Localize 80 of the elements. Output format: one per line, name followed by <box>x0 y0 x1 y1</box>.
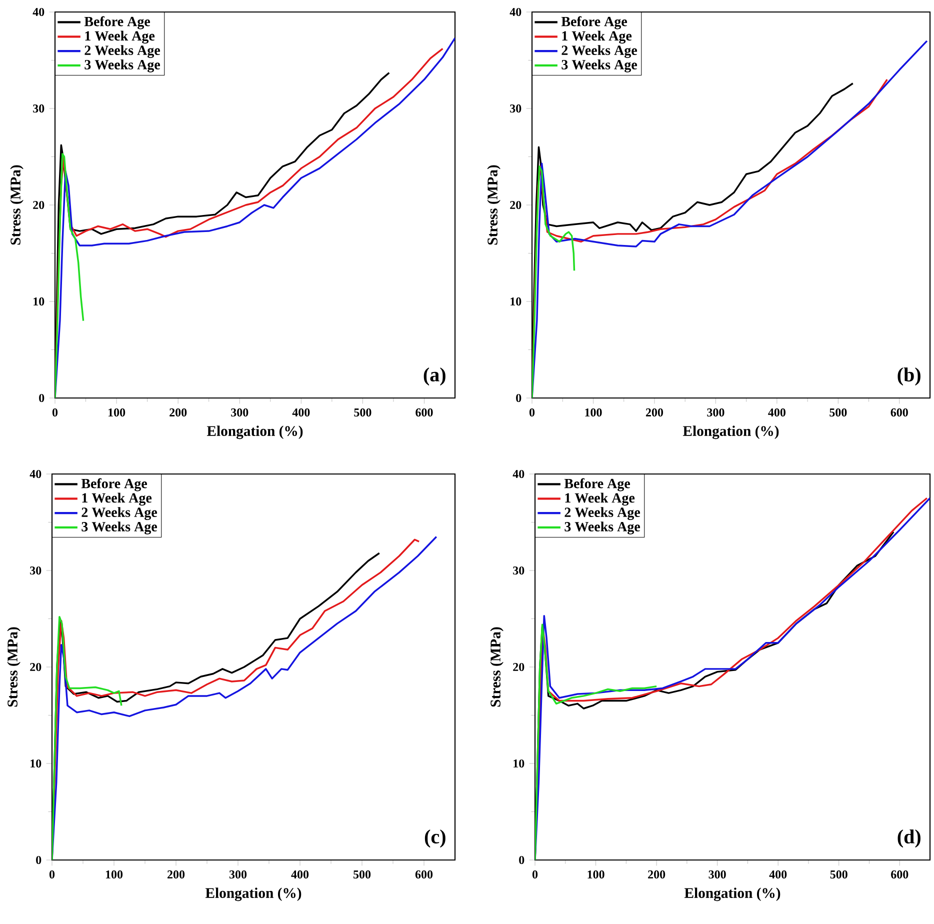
x-tick-label: 600 <box>891 870 908 879</box>
x-tick-label: 200 <box>646 408 664 416</box>
legend-label: 2 Weeks Age <box>562 45 638 58</box>
x-tick-label: 400 <box>768 408 786 416</box>
y-tick-label: 0 <box>36 856 42 864</box>
x-tick-label: 100 <box>585 408 602 416</box>
legend-label: 1 Week Age <box>82 492 152 506</box>
legend-label: 2 Weeks Age <box>84 45 160 58</box>
legend-label: 1 Week Age <box>562 30 632 44</box>
y-tick-label: 30 <box>33 104 44 113</box>
y-tick-label: 10 <box>514 759 524 768</box>
y-axis-title: Stress (MPa) <box>10 165 24 245</box>
line-series <box>55 152 84 398</box>
x-tick-label: 300 <box>229 870 247 879</box>
x-tick-label: 600 <box>415 870 433 879</box>
annotation: (c) <box>424 829 446 848</box>
y-tick-label: 20 <box>30 662 42 672</box>
x-tick-label: 300 <box>231 408 248 416</box>
x-tick-label: 100 <box>106 870 123 879</box>
x-tick-label: 600 <box>416 408 433 416</box>
legend-label: 3 Weeks Age <box>82 522 158 534</box>
annotation: (a) <box>424 367 446 386</box>
x-tick-label: 500 <box>830 408 847 416</box>
legend-label: 2 Weeks Age <box>82 507 158 520</box>
legend-label: Before Age <box>81 478 148 492</box>
y-tick-label: 40 <box>512 470 524 478</box>
legend-label: Before Age <box>84 16 150 30</box>
x-tick-label: 500 <box>830 870 848 879</box>
legend-label: 3 Weeks Age <box>84 60 160 72</box>
legend-label: 3 Weeks Age <box>564 522 640 534</box>
x-tick-label: 300 <box>708 870 726 879</box>
x-tick-label: 500 <box>354 408 372 416</box>
x-tick-label: 600 <box>890 408 908 416</box>
x-tick-label: 200 <box>648 870 666 879</box>
x-tick-label: 200 <box>168 870 185 879</box>
y-tick-label: 20 <box>510 200 522 210</box>
x-tick-label: 400 <box>292 408 310 416</box>
annotation: (b) <box>898 367 920 386</box>
legend-label: 1 Week Age <box>565 492 635 506</box>
y-tick-label: 30 <box>513 566 524 575</box>
y-axis-title: Stress (MPa) <box>7 627 20 707</box>
x-axis-title: Elongation (%) <box>684 888 780 902</box>
y-axis-title: Stress (MPa) <box>490 627 504 707</box>
x-axis-title: Elongation (%) <box>205 888 302 902</box>
line-series <box>52 616 122 860</box>
y-tick-label: 20 <box>33 200 44 210</box>
x-tick-label: 500 <box>353 870 371 879</box>
y-tick-label: 10 <box>34 297 44 306</box>
x-tick-label: 300 <box>707 408 724 416</box>
x-tick-label: 0 <box>49 870 55 879</box>
y-tick-label: 0 <box>516 394 522 402</box>
y-tick-label: 40 <box>510 8 522 16</box>
x-tick-label: 100 <box>108 408 126 416</box>
x-tick-label: 400 <box>291 870 309 879</box>
legend-label: 3 Weeks Age <box>562 60 638 72</box>
legend-label: Before Age <box>561 16 628 30</box>
y-tick-label: 30 <box>510 104 522 113</box>
line-series <box>532 166 576 398</box>
x-axis-title: Elongation (%) <box>206 426 303 440</box>
x-tick-label: 200 <box>170 408 187 416</box>
line-series <box>535 624 658 860</box>
y-tick-label: 10 <box>30 759 42 768</box>
y-axis-title: Stress (MPa) <box>487 165 500 245</box>
x-tick-label: 400 <box>769 870 787 879</box>
y-tick-label: 20 <box>513 662 524 672</box>
y-tick-label: 0 <box>519 856 524 864</box>
y-tick-label: 40 <box>32 8 44 16</box>
x-tick-label: 0 <box>532 870 538 879</box>
legend-label: Before Age <box>564 478 630 492</box>
annotation: (d) <box>898 829 920 848</box>
x-axis-title: Elongation (%) <box>682 426 779 440</box>
y-tick-label: 10 <box>510 297 522 306</box>
legend-label: 2 Weeks Age <box>564 507 640 520</box>
y-tick-label: 0 <box>39 394 44 402</box>
x-tick-label: 100 <box>588 870 604 879</box>
y-tick-label: 30 <box>30 566 42 575</box>
legend-label: 1 Week Age <box>85 30 155 44</box>
y-tick-label: 40 <box>30 470 42 478</box>
x-tick-label: 0 <box>52 408 58 416</box>
x-tick-label: 0 <box>529 408 535 416</box>
